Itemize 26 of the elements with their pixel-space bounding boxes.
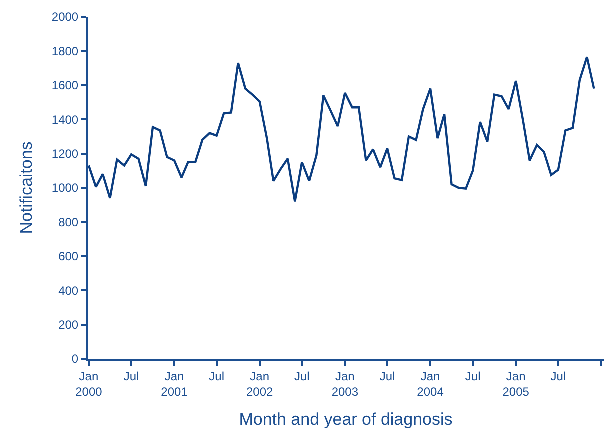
x-tick-label: Jan 2001 [161,369,188,399]
line-series [88,56,596,203]
x-tick-label: Jan 2005 [502,369,530,399]
x-tick-label: Jan 2004 [417,369,444,399]
x-tick-label: Jul [124,369,140,384]
y-tick-label: 1400 [52,112,79,127]
y-tick-label: 800 [58,215,79,230]
y-tick-label: 1800 [52,44,79,58]
x-tick-label: Jul [380,369,396,384]
y-tick-label: 600 [58,250,79,264]
x-tick-label: Jan 2002 [246,369,274,399]
y-tick-label: 1200 [52,147,79,161]
y-tick-label: 400 [58,284,79,298]
y-tick-label: 200 [58,318,79,332]
x-tick-label: Jan 2000 [76,369,103,399]
x-axis-title: Month and year of diagnosis [239,410,453,429]
y-axis-title: Notificaitons [16,142,36,234]
x-tick-label: Jul [465,369,481,384]
y-tick-label: 1000 [52,181,79,196]
y-tick-label: 0 [72,352,79,366]
x-tick-label: Jul [294,369,310,384]
y-tick-label: 1600 [52,78,79,93]
y-tick-label: 2000 [52,10,79,24]
x-tick-label: Jul [550,369,566,384]
x-tick-label: Jan 2003 [332,369,359,399]
x-tick-label: Jul [209,369,224,384]
